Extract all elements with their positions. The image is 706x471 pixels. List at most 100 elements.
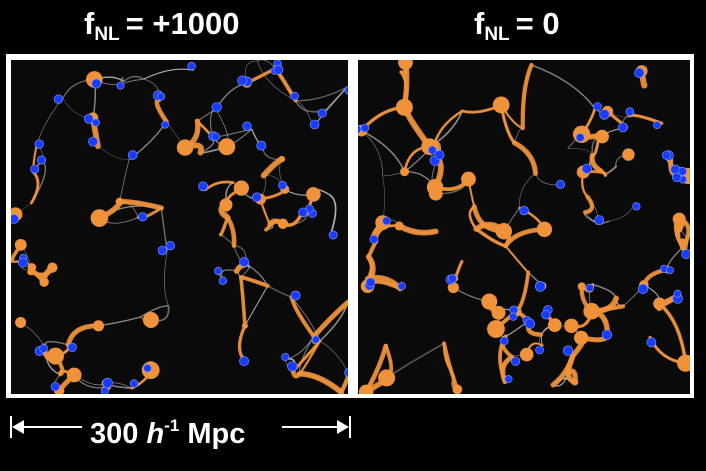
- halo-layer: [358, 67, 690, 384]
- overdense-node: [218, 138, 236, 156]
- halo-marker: [369, 234, 379, 244]
- scale-bar: 300 h-1 Mpc: [8, 404, 353, 450]
- halo-marker: [157, 92, 166, 101]
- overdense-node: [47, 262, 58, 273]
- simulation-panel-left: [11, 60, 348, 394]
- scale-label: 300 h-1 Mpc: [90, 404, 245, 456]
- overdense-node: [492, 96, 510, 114]
- filament: [531, 64, 596, 109]
- filament: [261, 146, 282, 161]
- filament: [295, 86, 348, 102]
- filament-layer: [11, 60, 348, 393]
- overdense-node: [400, 167, 410, 177]
- overdense-node: [622, 148, 635, 161]
- halo-marker: [242, 121, 252, 131]
- overdense-node: [233, 180, 249, 196]
- halo-marker: [298, 207, 308, 218]
- halo-marker: [165, 241, 175, 251]
- halo-marker: [218, 276, 228, 286]
- halo-marker: [678, 166, 687, 176]
- title-left-prefix: f: [84, 6, 95, 41]
- halo-marker: [36, 155, 46, 165]
- overdense-filament: [432, 109, 464, 147]
- halo-marker: [278, 181, 287, 190]
- title-right: fNL = 0: [474, 2, 560, 57]
- overdense-node: [66, 367, 82, 383]
- scale-value: 300: [90, 418, 139, 450]
- halo-marker: [637, 283, 649, 294]
- halo-marker: [360, 123, 370, 133]
- halo-marker: [239, 356, 249, 367]
- filament: [319, 340, 348, 373]
- overdense-node: [564, 318, 579, 334]
- overdense-node: [219, 198, 233, 212]
- title-left-suffix: = +1000: [125, 6, 240, 41]
- scale-symbol: h: [146, 418, 165, 450]
- overdense-filament: [514, 270, 531, 314]
- halo-marker: [34, 139, 44, 149]
- halo-marker: [290, 91, 299, 101]
- overdense-filament: [311, 299, 348, 339]
- density-field-left: [11, 60, 348, 394]
- halo-marker: [328, 230, 338, 240]
- overdense-filament: [239, 275, 247, 328]
- halo-marker: [535, 281, 546, 292]
- filament: [123, 75, 145, 83]
- overdense-filament: [582, 194, 595, 215]
- overdense-node: [306, 187, 321, 202]
- halo-marker: [129, 379, 139, 388]
- halo-marker: [91, 118, 100, 127]
- overdense-node: [394, 221, 404, 231]
- halo-marker: [581, 163, 592, 174]
- halo-marker: [617, 122, 628, 133]
- halo-marker: [211, 102, 222, 113]
- halo-layer: [11, 60, 348, 394]
- overdense-filament: [154, 97, 169, 124]
- halo-marker: [661, 150, 671, 160]
- overdense-node: [27, 268, 34, 276]
- halo-marker: [198, 181, 208, 192]
- halo-marker: [535, 345, 544, 355]
- halo-marker: [239, 257, 249, 267]
- halo-marker: [91, 78, 102, 89]
- overdense-filament: [218, 215, 230, 237]
- halo-marker: [102, 377, 113, 389]
- halo-marker: [317, 108, 327, 118]
- overdense-node: [577, 282, 586, 291]
- title-right-subscript: NL: [484, 24, 510, 45]
- halo-marker: [575, 133, 585, 142]
- halo-marker: [311, 335, 320, 344]
- scale-tick-right: [349, 416, 351, 438]
- halo-marker: [18, 257, 28, 268]
- overdense-node: [677, 354, 690, 372]
- overdense-node: [176, 139, 194, 156]
- halo-marker: [599, 109, 610, 120]
- filament: [257, 60, 276, 69]
- halo-marker: [88, 136, 98, 147]
- halo-marker: [499, 336, 509, 346]
- filament: [257, 60, 296, 101]
- halo-marker: [187, 61, 196, 71]
- halo-marker: [252, 192, 262, 203]
- filament: [519, 173, 536, 208]
- overdense-node: [241, 322, 248, 329]
- scale-tick-left: [10, 416, 12, 438]
- halo-marker: [434, 150, 445, 161]
- filament: [433, 110, 463, 146]
- halo-marker: [428, 145, 437, 155]
- overdense-node: [378, 369, 396, 387]
- halo-marker: [84, 113, 94, 124]
- halo-marker: [625, 107, 635, 117]
- overdense-filament: [511, 140, 539, 176]
- overdensity-layer: [358, 60, 690, 394]
- overdense-filament: [204, 180, 235, 191]
- overdense-node: [426, 179, 444, 196]
- scale-line-left: [14, 426, 82, 428]
- overdense-node: [395, 98, 413, 116]
- halo-marker: [365, 277, 376, 288]
- halo-marker: [358, 124, 362, 134]
- overdense-node: [277, 218, 289, 229]
- filament: [244, 285, 269, 327]
- halo-marker: [53, 94, 64, 104]
- overdense-filament: [589, 152, 604, 174]
